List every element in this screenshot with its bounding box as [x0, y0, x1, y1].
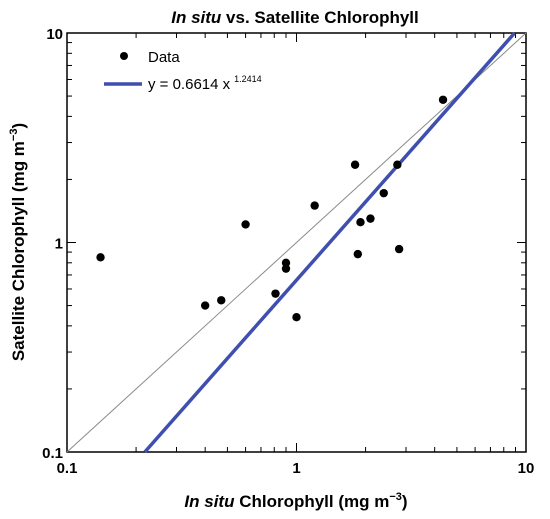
legend-marker-data	[120, 52, 128, 60]
chart-title: In situ vs. Satellite Chlorophyll	[171, 8, 419, 27]
data-point	[350, 160, 360, 169]
legend-fit-equation: y = 0.6614 x	[148, 76, 231, 93]
data-points	[96, 95, 448, 322]
x-axis-label-close: )	[402, 492, 408, 511]
data-point	[310, 201, 319, 210]
data-point	[292, 312, 301, 322]
data-point	[241, 220, 250, 229]
x-tick-label: 0.1	[57, 460, 78, 477]
y-tick-label: 1	[55, 236, 63, 253]
y-tick-label: 0.1	[42, 445, 63, 462]
y-axis-label-sup: −3	[8, 129, 20, 142]
x-axis-label-rest: Chlorophyll (mg m	[234, 492, 389, 511]
fit-line	[143, 31, 516, 454]
legend-fit-exponent: 1.2414	[234, 74, 262, 84]
data-point	[366, 214, 375, 223]
data-point	[200, 301, 210, 310]
legend: Data y = 0.6614 x 1.2414	[104, 49, 262, 93]
legend-label-fit: y = 0.6614 x 1.2414	[148, 74, 262, 93]
chart-title-italic: In situ	[171, 8, 222, 27]
tick-labels: 0.1 1 10 0.1 1 10	[42, 26, 534, 477]
y-axis-label-main: Satellite Chlorophyll (mg m	[9, 141, 28, 361]
data-point	[96, 253, 105, 262]
y-tick-label: 10	[46, 26, 63, 43]
x-axis-label: In situ Chlorophyll (mg m−3)	[184, 491, 407, 511]
x-axis-label-italic: In situ	[184, 492, 235, 511]
data-point	[438, 95, 448, 104]
x-tick-label: 10	[518, 460, 535, 477]
data-point	[281, 264, 291, 273]
data-point	[356, 217, 365, 227]
data-point	[217, 296, 226, 305]
legend-label-data: Data	[148, 49, 180, 66]
y-axis-label: Satellite Chlorophyll (mg m−3)	[8, 123, 28, 361]
one-to-one-line	[66, 32, 527, 453]
tick-marks	[66, 32, 527, 453]
data-point	[393, 160, 402, 169]
y-axis-label-close: )	[9, 123, 28, 129]
data-point	[281, 258, 291, 268]
chart-title-rest: vs. Satellite Chlorophyll	[221, 8, 418, 27]
x-axis-label-sup: −3	[389, 491, 402, 503]
data-point	[271, 289, 280, 298]
data-point	[379, 188, 388, 198]
x-tick-label: 1	[292, 460, 300, 477]
data-point	[394, 244, 404, 254]
data-point	[353, 249, 363, 259]
